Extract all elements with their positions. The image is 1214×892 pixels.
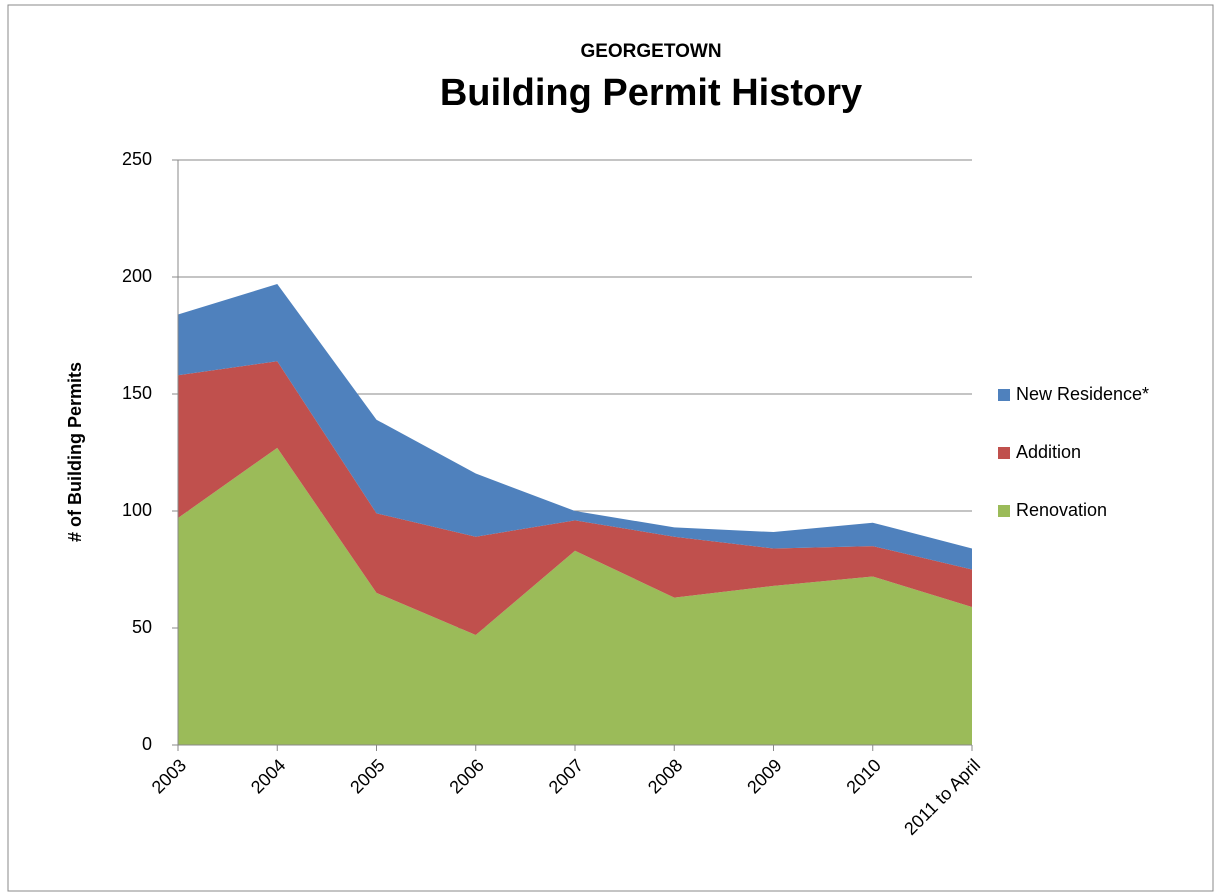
y-tick-label: 50 [132, 617, 152, 637]
x-tick-label: 2005 [346, 755, 388, 797]
legend-swatch [998, 505, 1010, 517]
y-tick-label: 200 [122, 266, 152, 286]
area [178, 447, 972, 745]
y-tick-label: 150 [122, 383, 152, 403]
x-tick-label: 2008 [644, 755, 686, 797]
x-tick-label: 2003 [148, 755, 190, 797]
y-axis-label: # of Building Permits [65, 362, 85, 542]
x-tick-label: 2009 [743, 755, 785, 797]
chart-frame [7, 4, 1214, 892]
legend-label: Renovation [1016, 500, 1107, 520]
x-tick-label: 2010 [842, 755, 884, 797]
y-tick-label: 250 [122, 149, 152, 169]
legend-swatch [998, 389, 1010, 401]
x-tick-label: 2011 to April [900, 755, 984, 839]
legend-label: New Residence* [1016, 384, 1149, 404]
legend-label: Addition [1016, 442, 1081, 462]
area [178, 361, 972, 636]
chart-title: Building Permit History [440, 72, 862, 114]
y-tick-label: 100 [122, 500, 152, 520]
y-tick-label: 0 [142, 734, 152, 754]
legend-swatch [998, 447, 1010, 459]
x-tick-label: 2007 [545, 755, 587, 797]
x-tick-label: 2004 [247, 755, 289, 797]
area [178, 284, 972, 570]
chart-supertitle: GEORGETOWN [580, 41, 721, 62]
x-tick-label: 2006 [445, 755, 487, 797]
